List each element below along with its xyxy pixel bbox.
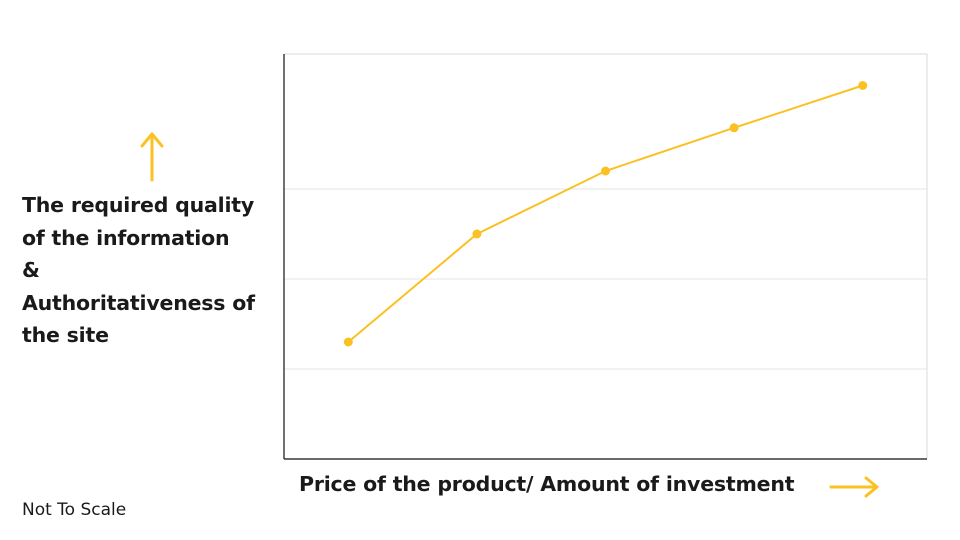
data-point — [601, 166, 610, 176]
scale-note: Not To Scale — [22, 500, 127, 520]
series-group — [343, 81, 868, 347]
right-arrow-icon — [829, 476, 879, 498]
data-point — [472, 229, 482, 239]
data-point — [729, 123, 739, 133]
y-axis-label: The required quality of the information … — [22, 189, 272, 352]
data-point — [343, 337, 353, 347]
y-axis-label-line: of the information — [22, 225, 230, 250]
y-axis-label-line: & — [22, 258, 40, 282]
y-axis-label-line: Authoritativeness of — [22, 290, 255, 315]
series-line — [347, 84, 864, 343]
y-axis-label-line: the site — [22, 323, 109, 347]
gridlines — [284, 188, 927, 370]
up-arrow-icon — [140, 132, 164, 182]
y-axis-label-line: The required quality — [22, 193, 255, 217]
data-point — [858, 81, 868, 90]
x-axis-label: Price of the product/ Amount of investme… — [299, 472, 795, 496]
